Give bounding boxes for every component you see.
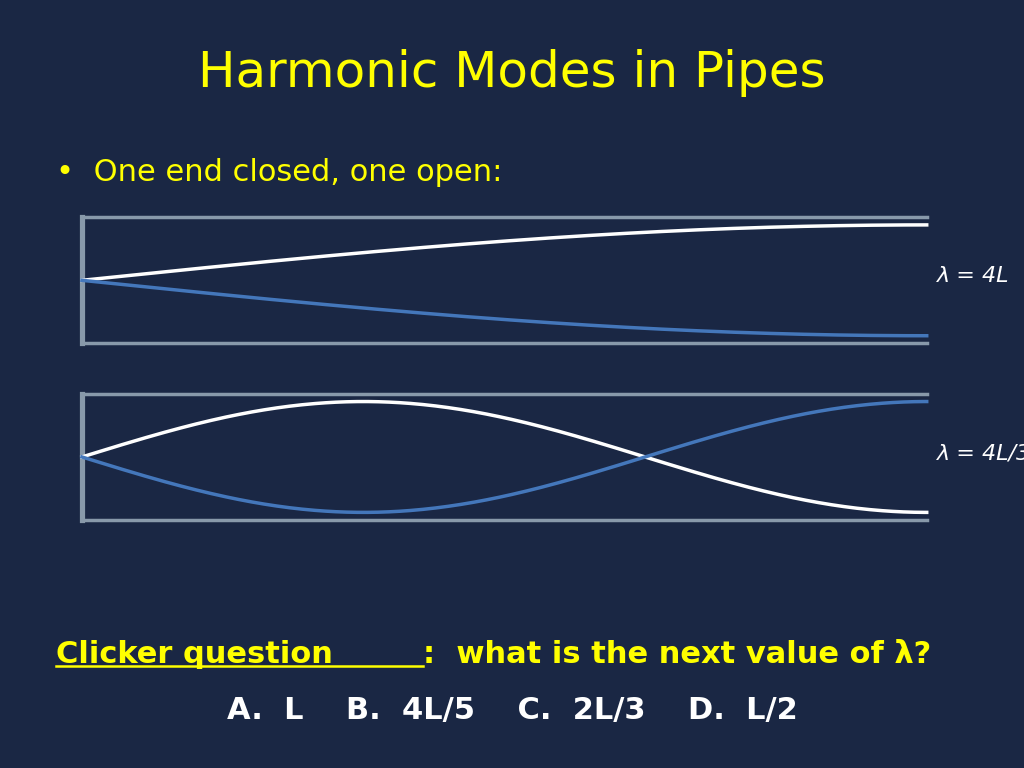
Text: A.  L    B.  4L/5    C.  2L/3    D.  L/2: A. L B. 4L/5 C. 2L/3 D. L/2 (226, 696, 798, 725)
Text: •  One end closed, one open:: • One end closed, one open: (56, 158, 503, 187)
Text: Harmonic Modes in Pipes: Harmonic Modes in Pipes (199, 49, 825, 97)
Text: :  what is the next value of λ?: : what is the next value of λ? (423, 640, 931, 669)
Text: λ = 4L: λ = 4L (937, 266, 1010, 286)
Text: λ = 4L/3: λ = 4L/3 (937, 443, 1024, 463)
Text: Clicker question: Clicker question (56, 640, 333, 669)
